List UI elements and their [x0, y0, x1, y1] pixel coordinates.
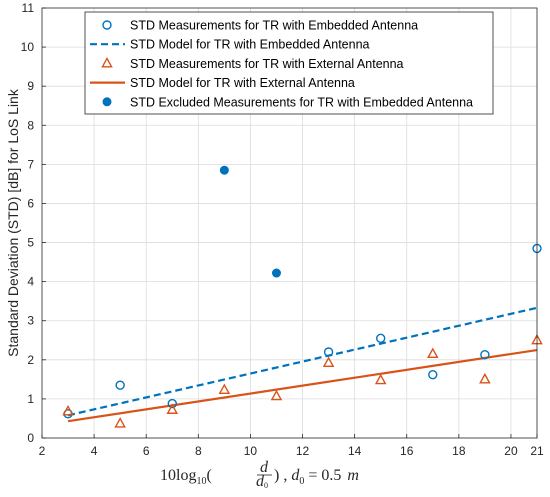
data-point: [323, 347, 334, 357]
legend-label: STD Excluded Measurements for TR with Em…: [130, 95, 473, 109]
x-tick-label: 21: [530, 444, 544, 458]
x-tick-label: 2: [39, 444, 46, 458]
legend-label: STD Measurements for TR with External An…: [130, 57, 404, 71]
y-tick-label: 0: [27, 431, 34, 445]
data-point: [218, 383, 231, 395]
legend-label: STD Measurements for TR with Embedded An…: [130, 19, 418, 33]
data-point: [270, 389, 283, 401]
data-series: [62, 165, 543, 428]
y-tick-label: 3: [27, 314, 34, 328]
data-point: [479, 372, 491, 384]
data-point: [114, 417, 126, 428]
legend-item: STD Measurements for TR with Embedded An…: [102, 19, 418, 33]
x-tick-label: 20: [504, 444, 518, 458]
legend-item: STD Measurements for TR with External An…: [101, 56, 404, 71]
x-tick-label: 16: [400, 444, 414, 458]
data-point: [480, 350, 490, 360]
x-tick-label: 4: [91, 444, 98, 458]
y-tick-label: 9: [27, 79, 34, 93]
y-tick-label: 8: [27, 118, 34, 132]
legend-marker-swatch: [102, 20, 112, 30]
legend-label: STD Model for TR with External Antenna: [130, 76, 355, 90]
series-std-model-for-tr-with-external-antenna: [67, 348, 538, 423]
data-point: [427, 347, 439, 359]
data-point: [115, 380, 125, 390]
x-tick-label: 18: [452, 444, 466, 458]
model-line: [67, 306, 538, 417]
y-axis-label: Standard Deviation (STD) [dB] for LoS Li…: [5, 88, 21, 357]
legend-item: STD Excluded Measurements for TR with Em…: [102, 95, 473, 109]
y-tick-label: 1: [27, 392, 34, 406]
legend-item: STD Model for TR with External Antenna: [90, 76, 355, 90]
y-tick-label: 5: [27, 236, 34, 250]
y-tick-label: 11: [22, 1, 35, 15]
y-tick-label: 6: [27, 196, 34, 210]
data-point: [62, 404, 74, 416]
x-axis-label-part-rest: ) , d0 = 0.5 m: [274, 467, 359, 487]
x-tick-label: 8: [195, 444, 202, 458]
x-tick-label: 12: [296, 444, 310, 458]
legend-box: [84, 11, 494, 115]
data-point: [428, 369, 438, 380]
plot-frame: [41, 7, 538, 439]
y-tick-label: 10: [21, 40, 35, 54]
y-tick-label: 2: [27, 353, 34, 367]
y-tick-label: 7: [27, 157, 34, 171]
x-axis-label-fraction: d d0: [256, 459, 272, 490]
legend: STD Measurements for TR with Embedded An…: [84, 11, 494, 115]
data-point: [167, 398, 177, 409]
legend-item: STD Model for TR with Embedded Antenna: [90, 38, 370, 52]
model-line: [67, 348, 538, 423]
x-tick-label: 10: [244, 444, 258, 458]
legend-marker-swatch: [101, 56, 113, 68]
x-axis-label-part-log: 10log10(: [160, 467, 212, 487]
data-point: [219, 165, 229, 175]
series-std-model-for-tr-with-embedded-antenna: [67, 306, 538, 417]
series-std-excluded-measurements-for-tr-with-embedded-antenna: [219, 165, 281, 278]
data-point: [166, 403, 179, 414]
y-tick-label: 4: [27, 275, 34, 289]
x-tick-label: 14: [348, 444, 362, 458]
legend-marker-swatch: [102, 97, 112, 107]
data-point: [271, 268, 281, 278]
data-point: [375, 333, 386, 344]
legend-label: STD Model for TR with Embedded Antenna: [130, 38, 370, 52]
x-axis-label: 10log10( d d0 ) , d0 = 0.5 m: [160, 459, 359, 490]
data-point: [322, 356, 335, 368]
x-tick-label: 6: [143, 444, 150, 458]
x-axis-label-numerator: d: [260, 459, 269, 476]
series-std-measurements-for-tr-with-external-antenna: [62, 333, 543, 428]
data-point: [374, 373, 387, 385]
